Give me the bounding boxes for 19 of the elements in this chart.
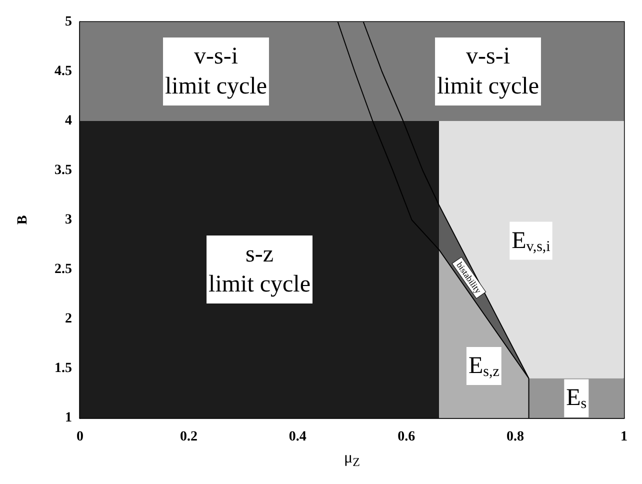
series-label: s-z limit cycle <box>208 242 311 298</box>
y-tick-label: 5 <box>65 14 72 30</box>
x-tick-label: 0.8 <box>506 430 524 444</box>
x-tick-label: 0.2 <box>180 430 198 444</box>
y-tick-label: 1.5 <box>54 361 72 376</box>
y-tick-label: 4.5 <box>54 64 72 79</box>
y-tick-label: 3.5 <box>54 163 72 178</box>
x-tick-label: 0.4 <box>288 430 306 444</box>
y-tick-label: 3 <box>65 212 72 228</box>
y-tick-label: 1 <box>65 410 72 426</box>
x-tick-label: 0.6 <box>398 430 416 444</box>
series-label: v-s-i limit cycle <box>165 44 267 100</box>
y-tick-label: 2 <box>65 312 72 326</box>
y-tick-label: 2.5 <box>54 262 72 277</box>
x-tick-label: 1 <box>620 430 628 444</box>
y-axis-title: B <box>16 215 30 225</box>
y-tick-label: 4 <box>65 114 72 128</box>
x-tick-label: 0 <box>76 430 84 444</box>
series-label: v-s-i limit cycle <box>437 44 539 100</box>
